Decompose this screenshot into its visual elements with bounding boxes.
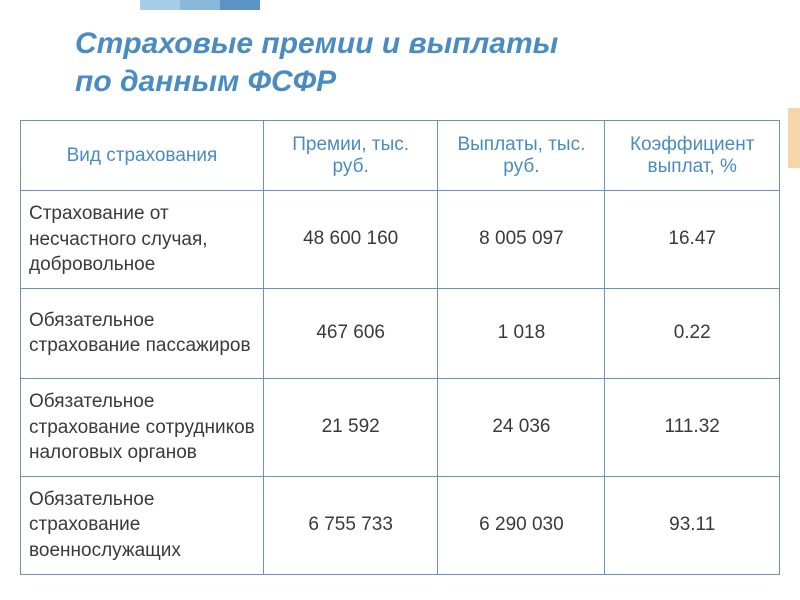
side-accent xyxy=(788,108,800,168)
cell-payout: 24 036 xyxy=(438,378,605,476)
table-header-row: Вид страхования Премии, тыс. руб. Выплат… xyxy=(21,121,780,191)
cell-premium: 21 592 xyxy=(263,378,438,476)
table-row: Обязательное страхование военнослужащих … xyxy=(21,476,780,574)
col-header-type: Вид страхования xyxy=(21,121,264,191)
data-table: Вид страхования Премии, тыс. руб. Выплат… xyxy=(20,120,780,575)
cell-label: Обязательное страхование сотрудников нал… xyxy=(21,378,264,476)
top-accent-bar xyxy=(0,0,800,10)
cell-label: Обязательное страхование пассажиров xyxy=(21,288,264,378)
cell-payout: 1 018 xyxy=(438,288,605,378)
cell-payout: 6 290 030 xyxy=(438,476,605,574)
cell-premium: 6 755 733 xyxy=(263,476,438,574)
cell-label: Обязательное страхование военнослужащих xyxy=(21,476,264,574)
page-title: Страховые премии и выплаты по данным ФСФ… xyxy=(75,25,760,100)
table-row: Обязательное страхование сотрудников нал… xyxy=(21,378,780,476)
cell-ratio: 16.47 xyxy=(605,191,780,289)
table-row: Обязательное страхование пассажиров 467 … xyxy=(21,288,780,378)
cell-ratio: 0.22 xyxy=(605,288,780,378)
title-line-1: Страховые премии и выплаты xyxy=(75,25,760,63)
cell-payout: 8 005 097 xyxy=(438,191,605,289)
col-header-ratio: Коэффициент выплат, % xyxy=(605,121,780,191)
cell-premium: 48 600 160 xyxy=(263,191,438,289)
col-header-premium: Премии, тыс. руб. xyxy=(263,121,438,191)
cell-label: Страхование от несчастного случая, добро… xyxy=(21,191,264,289)
col-header-payout: Выплаты, тыс. руб. xyxy=(438,121,605,191)
title-line-2: по данным ФСФР xyxy=(75,63,760,101)
cell-ratio: 111.32 xyxy=(605,378,780,476)
data-table-wrap: Вид страхования Премии, тыс. руб. Выплат… xyxy=(20,120,780,575)
cell-ratio: 93.11 xyxy=(605,476,780,574)
cell-premium: 467 606 xyxy=(263,288,438,378)
table-row: Страхование от несчастного случая, добро… xyxy=(21,191,780,289)
